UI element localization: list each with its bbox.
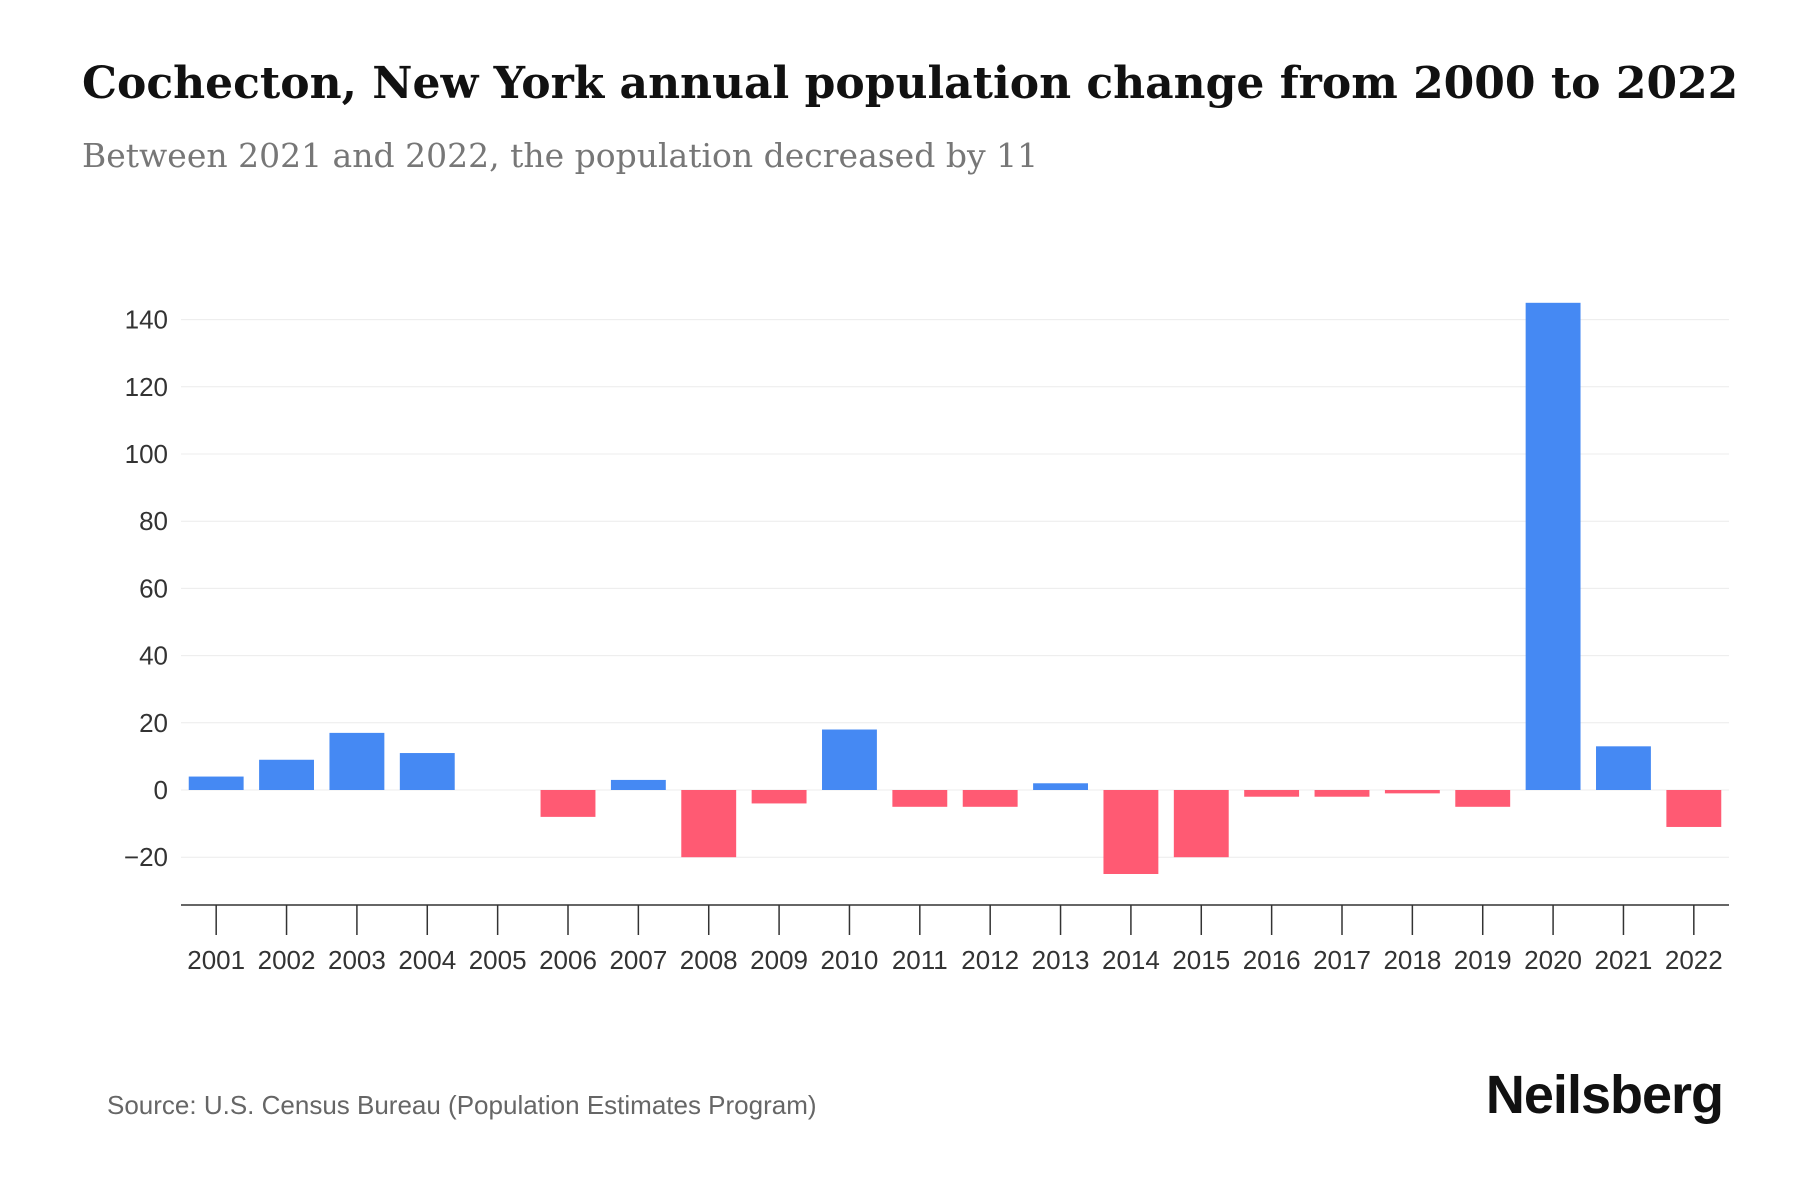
bar-2007 xyxy=(610,779,666,790)
x-tick-label: 2016 xyxy=(1243,945,1301,975)
x-tick-label: 2006 xyxy=(539,945,597,975)
bar-2016 xyxy=(1244,790,1300,797)
x-tick-label: 2020 xyxy=(1524,945,1582,975)
x-tick-label: 2013 xyxy=(1032,945,1090,975)
x-tick-label: 2014 xyxy=(1102,945,1160,975)
x-tick-label: 2022 xyxy=(1665,945,1723,975)
source-note: Source: U.S. Census Bureau (Population E… xyxy=(107,1090,817,1120)
x-tick-label: 2008 xyxy=(680,945,738,975)
x-tick-label: 2002 xyxy=(258,945,316,975)
y-tick-label: −20 xyxy=(124,842,168,872)
x-tick-label: 2001 xyxy=(187,945,245,975)
y-tick-label: 80 xyxy=(139,506,168,536)
y-tick-label: 20 xyxy=(139,708,168,738)
bar-2011 xyxy=(892,790,948,807)
x-tick-label: 2019 xyxy=(1454,945,1512,975)
chart-title: Cochecton, New York annual population ch… xyxy=(82,58,1739,109)
bar-2021 xyxy=(1596,746,1651,790)
bar-2012 xyxy=(962,790,1018,807)
y-tick-label: 140 xyxy=(125,305,168,335)
y-tick-label: 100 xyxy=(125,439,168,469)
x-tick-label: 2021 xyxy=(1595,945,1653,975)
x-tick-label: 2009 xyxy=(750,945,808,975)
bar-2006 xyxy=(540,790,596,817)
bar-2002 xyxy=(259,759,314,790)
x-tick-label: 2015 xyxy=(1172,945,1230,975)
bar-2017 xyxy=(1314,790,1370,797)
bar-2022 xyxy=(1666,790,1722,827)
bar-2003 xyxy=(329,732,385,790)
chart-subtitle: Between 2021 and 2022, the population de… xyxy=(82,136,1039,175)
x-tick-label: 2004 xyxy=(398,945,456,975)
x-tick-label: 2017 xyxy=(1313,945,1371,975)
y-tick-label: 40 xyxy=(139,641,168,671)
y-tick-label: 0 xyxy=(154,775,168,805)
bar-2018 xyxy=(1384,790,1440,794)
bar-2013 xyxy=(1033,783,1088,790)
bar-2014 xyxy=(1103,790,1159,874)
bar-2009 xyxy=(751,790,807,804)
x-tick-label: 2018 xyxy=(1383,945,1441,975)
bar-2004 xyxy=(399,753,455,790)
x-tick-label: 2010 xyxy=(821,945,879,975)
bar-2019 xyxy=(1455,790,1511,807)
bar-2008 xyxy=(681,790,737,858)
bar-2020 xyxy=(1525,302,1581,790)
x-tick-label: 2011 xyxy=(892,945,948,975)
y-tick-label: 60 xyxy=(139,573,168,603)
bar-2010 xyxy=(822,729,877,790)
x-tick-label: 2003 xyxy=(328,945,386,975)
x-tick-label: 2012 xyxy=(961,945,1019,975)
brand-logo: Neilsberg xyxy=(1485,1065,1724,1125)
x-tick-label: 2005 xyxy=(469,945,527,975)
bar-2015 xyxy=(1173,790,1229,858)
y-tick-label: 120 xyxy=(125,372,168,402)
x-tick-label: 2007 xyxy=(609,945,667,975)
bar-2001 xyxy=(188,776,244,790)
